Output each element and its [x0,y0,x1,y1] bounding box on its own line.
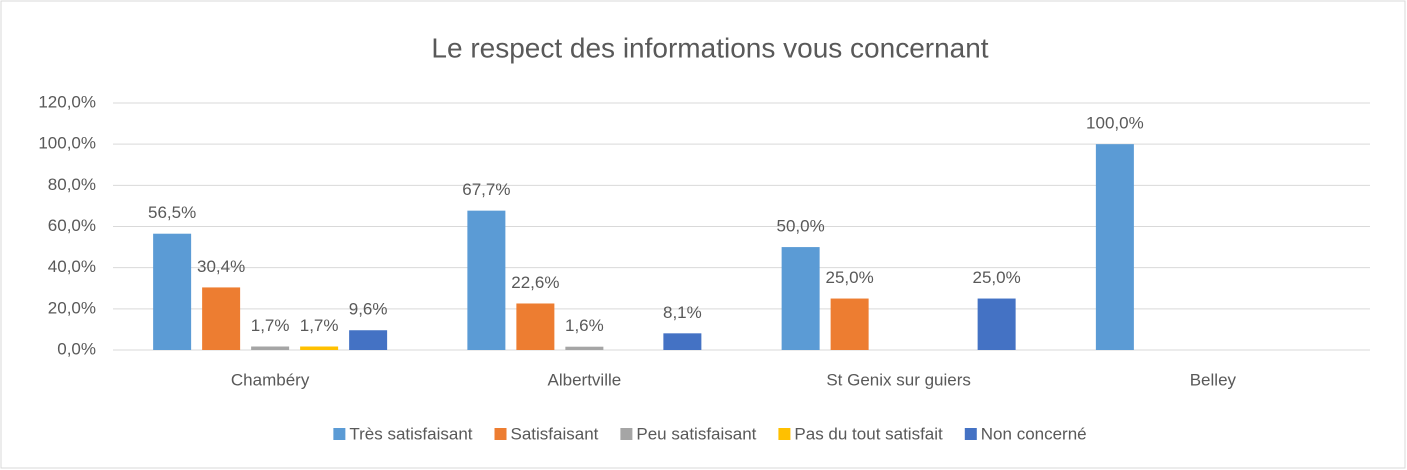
chart-title: Le respect des informations vous concern… [431,32,988,63]
legend-label: Très satisfaisant [349,424,472,443]
value-label: 1,7% [300,316,339,335]
bar [565,346,604,350]
value-label: 67,7% [462,180,510,199]
bar [516,303,555,350]
bar [830,298,869,350]
bar [202,287,241,350]
value-label: 56,5% [148,203,196,222]
legend-label: Satisfaisant [511,424,599,443]
value-label: 100,0% [1086,114,1144,133]
value-label: 25,0% [826,268,874,287]
y-tick-label: 120,0% [38,92,96,111]
legend-swatch [620,428,633,440]
legend-swatch [494,428,507,440]
bar [1095,144,1134,350]
value-label: 25,0% [973,268,1021,287]
value-label: 1,7% [251,316,290,335]
y-tick-label: 60,0% [48,216,96,235]
bar [153,233,192,350]
legend-swatch [964,428,977,440]
legend-swatch [333,428,346,440]
legend-label: Peu satisfaisant [636,424,756,443]
bar [781,247,820,350]
y-tick-label: 80,0% [48,175,96,194]
value-label: 22,6% [511,273,559,292]
y-tick-label: 20,0% [48,298,96,317]
value-label: 8,1% [663,303,702,322]
value-label: 9,6% [349,300,388,319]
x-tick-label: Chambéry [231,370,310,389]
legend-label: Non concerné [981,424,1087,443]
legend-swatch [778,428,791,440]
value-label: 1,6% [565,316,604,335]
bar [251,346,290,350]
bar [467,210,506,350]
value-label: 50,0% [777,217,825,236]
x-tick-label: Belley [1190,370,1237,389]
y-tick-label: 0,0% [57,339,96,358]
bar [300,346,339,350]
y-tick-label: 100,0% [38,134,96,153]
bar [977,298,1016,350]
x-tick-label: Albertville [548,370,622,389]
bar [349,330,388,350]
value-label: 30,4% [197,257,245,276]
bar [663,333,702,350]
legend-label: Pas du tout satisfait [794,424,943,443]
x-tick-label: St Genix sur guiers [826,370,971,389]
y-tick-label: 40,0% [48,257,96,276]
